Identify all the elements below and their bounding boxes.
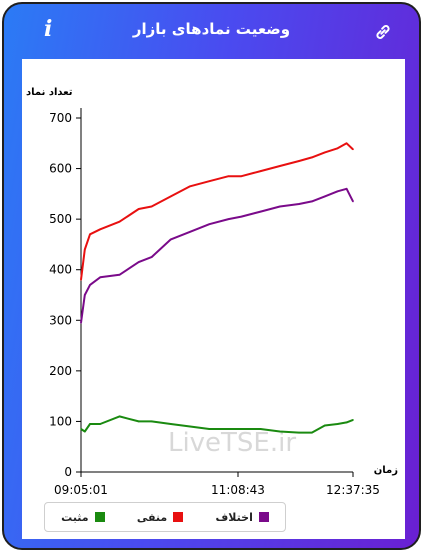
legend-swatch-negative	[173, 512, 184, 522]
series-point-2	[189, 425, 191, 428]
series-point-1	[227, 218, 230, 220]
series-point-2	[336, 423, 339, 425]
series-point-1	[345, 188, 348, 190]
link-icon[interactable]	[373, 22, 393, 42]
y-tick-label: 200	[49, 364, 72, 378]
x-tick-label: 11:08:43	[211, 483, 265, 497]
series-point-1	[352, 200, 354, 203]
series-point-1	[99, 276, 102, 279]
series-point-1	[323, 195, 326, 198]
series-point-2	[227, 428, 230, 430]
series-point-2	[259, 428, 262, 430]
series-point-2	[170, 423, 172, 425]
series-point-1	[298, 203, 300, 205]
y-axis-title: تعداد نماد	[26, 87, 73, 98]
series-point-0	[80, 279, 82, 281]
series-point-2	[118, 415, 121, 418]
y-tick-label: 600	[49, 162, 72, 176]
legend-label-difference: اختلاف	[215, 510, 253, 524]
series-point-0	[189, 185, 191, 188]
chart-panel: LiveTSE.ir 0 100 200 300 400 500 600 700 تعداد نم…	[22, 59, 405, 539]
series-point-0	[150, 205, 153, 208]
series-point-2	[89, 423, 91, 425]
series-point-0	[298, 160, 300, 162]
series-point-0	[118, 220, 121, 223]
series-point-0	[336, 147, 339, 150]
legend-swatch-difference	[258, 512, 269, 522]
series-point-1	[170, 238, 172, 241]
series-point-1	[259, 210, 262, 213]
chart: LiveTSE.ir 0 100 200 300 400 500 600 700 تعداد نم…	[26, 87, 398, 497]
series-point-0	[259, 170, 262, 172]
series-line-0	[80, 142, 354, 280]
series-point-0	[99, 228, 102, 231]
series-point-1	[279, 205, 281, 208]
series-point-0	[170, 195, 172, 198]
x-axis-title: زمان	[374, 465, 398, 476]
legend-item-negative[interactable]: منفی	[136, 510, 184, 524]
y-tick-label: 400	[49, 263, 72, 277]
y-tick-label: 300	[49, 313, 72, 327]
series-point-0	[352, 148, 354, 151]
series-point-2	[80, 428, 82, 430]
x-tick-label: 09:05:01	[54, 483, 108, 497]
series-point-1	[84, 294, 86, 296]
y-tick-label: 500	[49, 212, 72, 226]
series-point-1	[336, 190, 339, 193]
series-point-2	[84, 430, 86, 433]
y-tick-label: 100	[49, 414, 72, 428]
page-title: وضعیت نمادهای بازار	[132, 20, 291, 38]
series-point-2	[208, 428, 211, 430]
series-point-1	[80, 322, 82, 324]
series-point-2	[345, 421, 348, 424]
series-point-2	[240, 428, 243, 430]
series-point-1	[89, 284, 91, 286]
series-point-1	[118, 273, 121, 276]
y-tick-label: 700	[49, 111, 72, 125]
series-point-2	[150, 420, 153, 423]
series-point-2	[298, 431, 300, 434]
legend-item-difference[interactable]: اختلاف	[216, 511, 269, 524]
series-point-0	[311, 156, 313, 159]
series-point-2	[323, 424, 326, 427]
series-point-2	[352, 419, 354, 421]
series-point-0	[84, 248, 86, 251]
series-point-1	[208, 223, 211, 225]
series-point-2	[279, 430, 281, 433]
series-line-2	[80, 415, 354, 434]
series-point-1	[240, 215, 243, 218]
series-point-0	[137, 208, 140, 210]
series-point-2	[137, 420, 140, 423]
legend-label-negative: منفی	[136, 510, 168, 524]
series-point-0	[345, 142, 348, 145]
series-point-0	[279, 165, 281, 167]
y-tick-label: 0	[64, 465, 72, 479]
series-point-0	[89, 233, 91, 236]
series-point-0	[227, 175, 230, 177]
series-line-1	[80, 187, 354, 323]
header-bar: i وضعیت نمادهای بازار	[4, 4, 419, 58]
series-point-1	[137, 261, 140, 263]
series-point-2	[311, 431, 313, 434]
chart-legend: اختلاف منفی مثبت	[44, 502, 286, 532]
series-point-1	[189, 230, 191, 233]
series-point-1	[150, 256, 153, 258]
series-point-0	[240, 175, 243, 177]
legend-label-positive: مثبت	[61, 510, 89, 524]
series-point-0	[323, 151, 326, 154]
info-icon[interactable]: i	[44, 16, 53, 42]
app-window: i وضعیت نمادهای بازار LiveTSE.ir 0 100 200 3…	[2, 2, 421, 550]
legend-item-positive[interactable]: مثبت	[61, 510, 105, 524]
series-point-2	[99, 423, 102, 425]
series-point-0	[208, 180, 211, 183]
series-point-1	[311, 200, 313, 203]
legend-swatch-positive	[94, 512, 105, 522]
watermark: LiveTSE.ir	[168, 428, 296, 458]
x-tick-label: 12:37:35	[326, 483, 380, 497]
